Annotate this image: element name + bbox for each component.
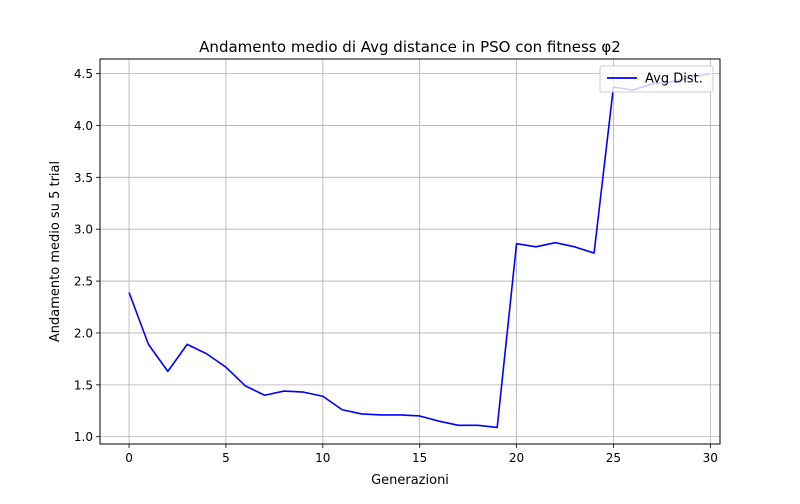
- x-tick-label: 0: [125, 451, 133, 465]
- y-axis-label: Andamento medio su 5 trial: [48, 161, 63, 342]
- y-tick-label: 4.5: [74, 67, 93, 81]
- grid: [100, 59, 720, 444]
- x-tick-label: 10: [315, 451, 330, 465]
- y-tick-label: 1.5: [74, 378, 93, 392]
- legend: Avg Dist.: [599, 65, 714, 93]
- y-tick-label: 2.0: [74, 326, 93, 340]
- x-axis-label: Generazioni: [371, 473, 449, 488]
- y-tick-label: 1.0: [74, 430, 93, 444]
- x-tick-label: 15: [412, 451, 427, 465]
- x-tick-label: 20: [509, 451, 524, 465]
- y-tick-label: 3.0: [74, 223, 93, 237]
- x-tick-label: 25: [606, 451, 621, 465]
- y-tick-label: 3.5: [74, 171, 93, 185]
- y-tick-label: 2.5: [74, 275, 93, 289]
- legend-box: [599, 65, 714, 93]
- chart-title: Andamento medio di Avg distance in PSO c…: [199, 38, 621, 56]
- x-tick-label: 5: [222, 451, 230, 465]
- axis-ticks: 0 5 10 15 20 25 30 1.0 1.5 2.0 2.5 3.0 3.5 4.0 4.5: [74, 67, 718, 465]
- x-tick-label: 30: [703, 451, 718, 465]
- y-tick-label: 4.0: [74, 119, 93, 133]
- plot-frame: [99, 58, 721, 445]
- legend-label: Avg Dist.: [645, 72, 703, 87]
